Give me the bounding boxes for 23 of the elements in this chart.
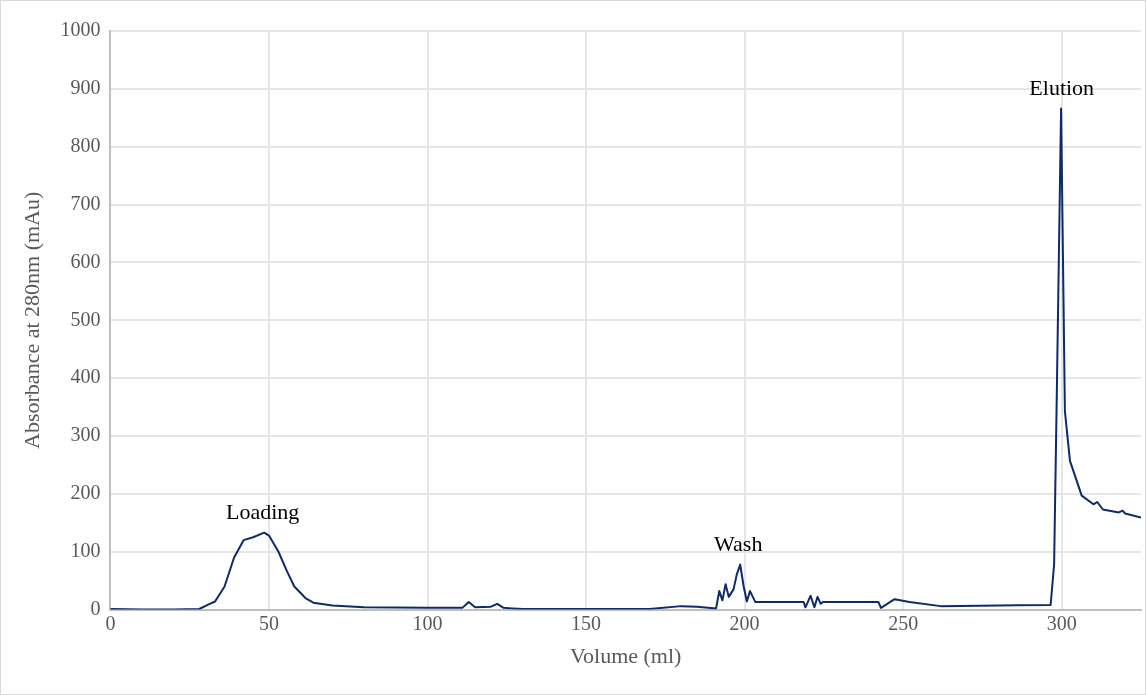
y-tick-label: 400	[70, 365, 101, 388]
x-tick-label: 0	[105, 611, 116, 634]
annotation: Wash	[714, 531, 763, 557]
y-axis-title: Absorbance at 280nm (mAu)	[18, 191, 44, 449]
y-tick-label: 200	[70, 481, 101, 504]
x-axis-title: Volume (ml)	[569, 642, 682, 668]
x-tick-label: 300	[1046, 611, 1077, 634]
annotation: Loading	[225, 499, 300, 525]
y-tick-label: 700	[70, 191, 101, 214]
y-tick-label: 800	[70, 133, 101, 156]
x-tick-label: 50	[258, 611, 279, 634]
y-tick-label: 500	[70, 307, 101, 330]
y-tick-label: 900	[70, 76, 101, 99]
x-tick-label: 100	[412, 611, 443, 634]
y-tick-label: 100	[70, 538, 101, 561]
x-tick-label: 250	[888, 611, 919, 634]
x-tick-label: 200	[729, 611, 760, 634]
y-tick-label: 1000	[60, 18, 101, 41]
x-tick-label: 150	[571, 611, 602, 634]
y-tick-label: 0	[90, 596, 101, 619]
y-tick-label: 600	[70, 249, 101, 272]
y-tick-label: 300	[70, 423, 101, 446]
annotation: Elution	[1029, 75, 1095, 101]
